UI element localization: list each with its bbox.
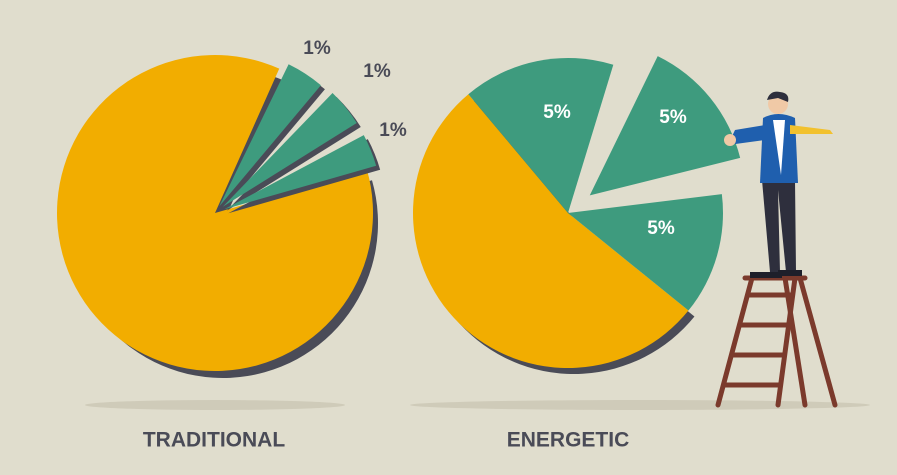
slice-label: 1%	[379, 120, 407, 141]
pie-slice	[468, 57, 614, 213]
floor-shadow	[410, 400, 870, 410]
pie-label: TRADITIONAL	[143, 429, 285, 452]
slice-label: 5%	[659, 107, 687, 128]
pie-slice	[413, 94, 689, 368]
slice-label: 1%	[303, 38, 331, 59]
floor-shadow	[85, 400, 345, 410]
slice-label: 5%	[543, 102, 571, 123]
pie-slice	[222, 93, 357, 207]
pie-slice	[57, 55, 373, 372]
pies	[57, 55, 741, 378]
slice-label: 1%	[363, 61, 391, 82]
person	[724, 91, 833, 278]
ladder	[715, 275, 838, 408]
slice-label: 5%	[647, 218, 675, 239]
pie-slice	[224, 135, 377, 210]
pie-label: ENERGETIC	[507, 429, 630, 452]
pie-slice	[568, 194, 723, 311]
pie-slice	[589, 56, 741, 196]
pie-slice	[219, 64, 321, 207]
